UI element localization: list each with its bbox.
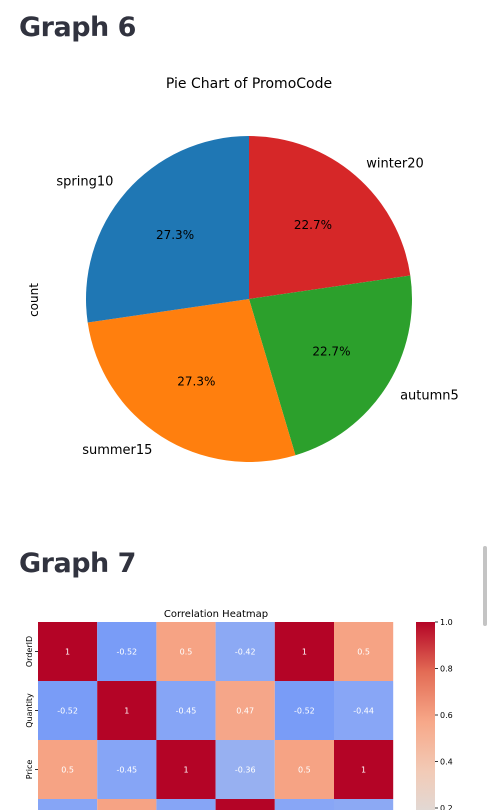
colorbar-tick-label: 0.4 (440, 758, 453, 767)
heatmap-cell-cutoff (156, 799, 216, 810)
heatmap-cell-cutoff (97, 799, 157, 810)
heatmap-cell-cutoff (334, 799, 394, 810)
heatmap-cell-value: 0.5 (298, 766, 311, 775)
pie-y-axis-label: count (27, 283, 41, 317)
pie-slice-autumn5 (249, 275, 412, 456)
heatmap-cell-value: 1 (65, 648, 70, 657)
heatmap-cell-value: 1 (361, 766, 366, 775)
heatmap-cell (156, 740, 216, 799)
pie-pct-label-autumn5: 22.7% (312, 345, 350, 359)
heatmap-row-label-orderid: OrderID (25, 636, 34, 667)
heatmap-cell-value: 1 (302, 648, 307, 657)
heatmap-cell-value: 1 (124, 707, 129, 716)
colorbar-tick-label: 0.8 (440, 665, 453, 674)
heatmap-cell (38, 622, 98, 681)
colorbar-tick-label: 0.6 (440, 711, 453, 720)
heatmap-cell (215, 681, 275, 740)
heatmap-cell (274, 622, 334, 681)
colorbar-tick-label: 0.2 (440, 804, 453, 810)
heatmap-cell-cutoff (38, 799, 98, 810)
heatmap-cell (334, 740, 394, 799)
graph-7-heading: Graph 7 (19, 548, 136, 579)
heatmap-cell-value: -0.52 (57, 707, 78, 716)
heatmap-cell (334, 622, 394, 681)
heatmap-cell (156, 622, 216, 681)
pie-category-label-spring10: spring10 (56, 175, 113, 190)
colorbar-tick-label: 1.0 (440, 618, 453, 627)
heatmap-cell (38, 740, 98, 799)
heatmap-cell-value: -0.45 (176, 707, 197, 716)
pie-pct-label-spring10: 27.3% (156, 228, 194, 242)
pie-slice-spring10 (85, 136, 249, 323)
heatmap-cell-value: -0.52 (116, 648, 137, 657)
heatmap-cell (334, 681, 394, 740)
pie-pct-label-summer15: 27.3% (177, 374, 215, 388)
colorbar (416, 622, 435, 810)
heatmap-cell (97, 681, 157, 740)
pie-category-label-summer15: summer15 (82, 443, 152, 458)
heatmap-cell-cutoff (274, 799, 334, 810)
heatmap-cell (215, 740, 275, 799)
heatmap-cell (215, 622, 275, 681)
heatmap-cell-value: 0.5 (357, 648, 370, 657)
pie-category-label-winter20: winter20 (366, 156, 423, 171)
heatmap-cell-value: -0.45 (116, 766, 137, 775)
heatmap-cell-value: -0.42 (235, 648, 256, 657)
heatmap-cell (274, 740, 334, 799)
pie-slice-summer15 (87, 299, 296, 462)
heatmap-cell-value: 0.5 (61, 766, 74, 775)
heatmap-cell (97, 740, 157, 799)
heatmap-cell-value: -0.52 (294, 707, 315, 716)
heatmap-row-label-price: Price (25, 760, 34, 780)
heatmap-cell-value: 0.5 (180, 648, 193, 657)
heatmap-cell-value: 1 (183, 766, 188, 775)
scrollbar-thumb[interactable] (483, 546, 487, 626)
pie-slice-winter20 (249, 136, 411, 299)
heatmap-cell-cutoff (215, 799, 275, 810)
pie-chart-title: Pie Chart of PromoCode (166, 76, 332, 92)
heatmap-cell-value: -0.36 (235, 766, 256, 775)
heatmap-cell-value: -0.44 (353, 707, 374, 716)
heatmap-row-label-quantity: Quantity (25, 693, 34, 728)
heatmap-cell (274, 681, 334, 740)
pie-chart: Pie Chart of PromoCode count 22.7% winter… (27, 76, 459, 462)
pie-pct-label-winter20: 22.7% (294, 218, 332, 232)
heatmap-chart: Correlation Heatmap 1 -0.52 0.5 -0.42 1 0.5 -0… (25, 609, 453, 810)
heatmap-cell (97, 622, 157, 681)
graph-6-heading: Graph 6 (19, 12, 136, 43)
heatmap-title: Correlation Heatmap (164, 609, 268, 620)
heatmap-cell (38, 681, 98, 740)
heatmap-cell-value: 0.47 (236, 707, 254, 716)
heatmap-cell (156, 681, 216, 740)
pie-category-label-autumn5: autumn5 (400, 389, 459, 404)
